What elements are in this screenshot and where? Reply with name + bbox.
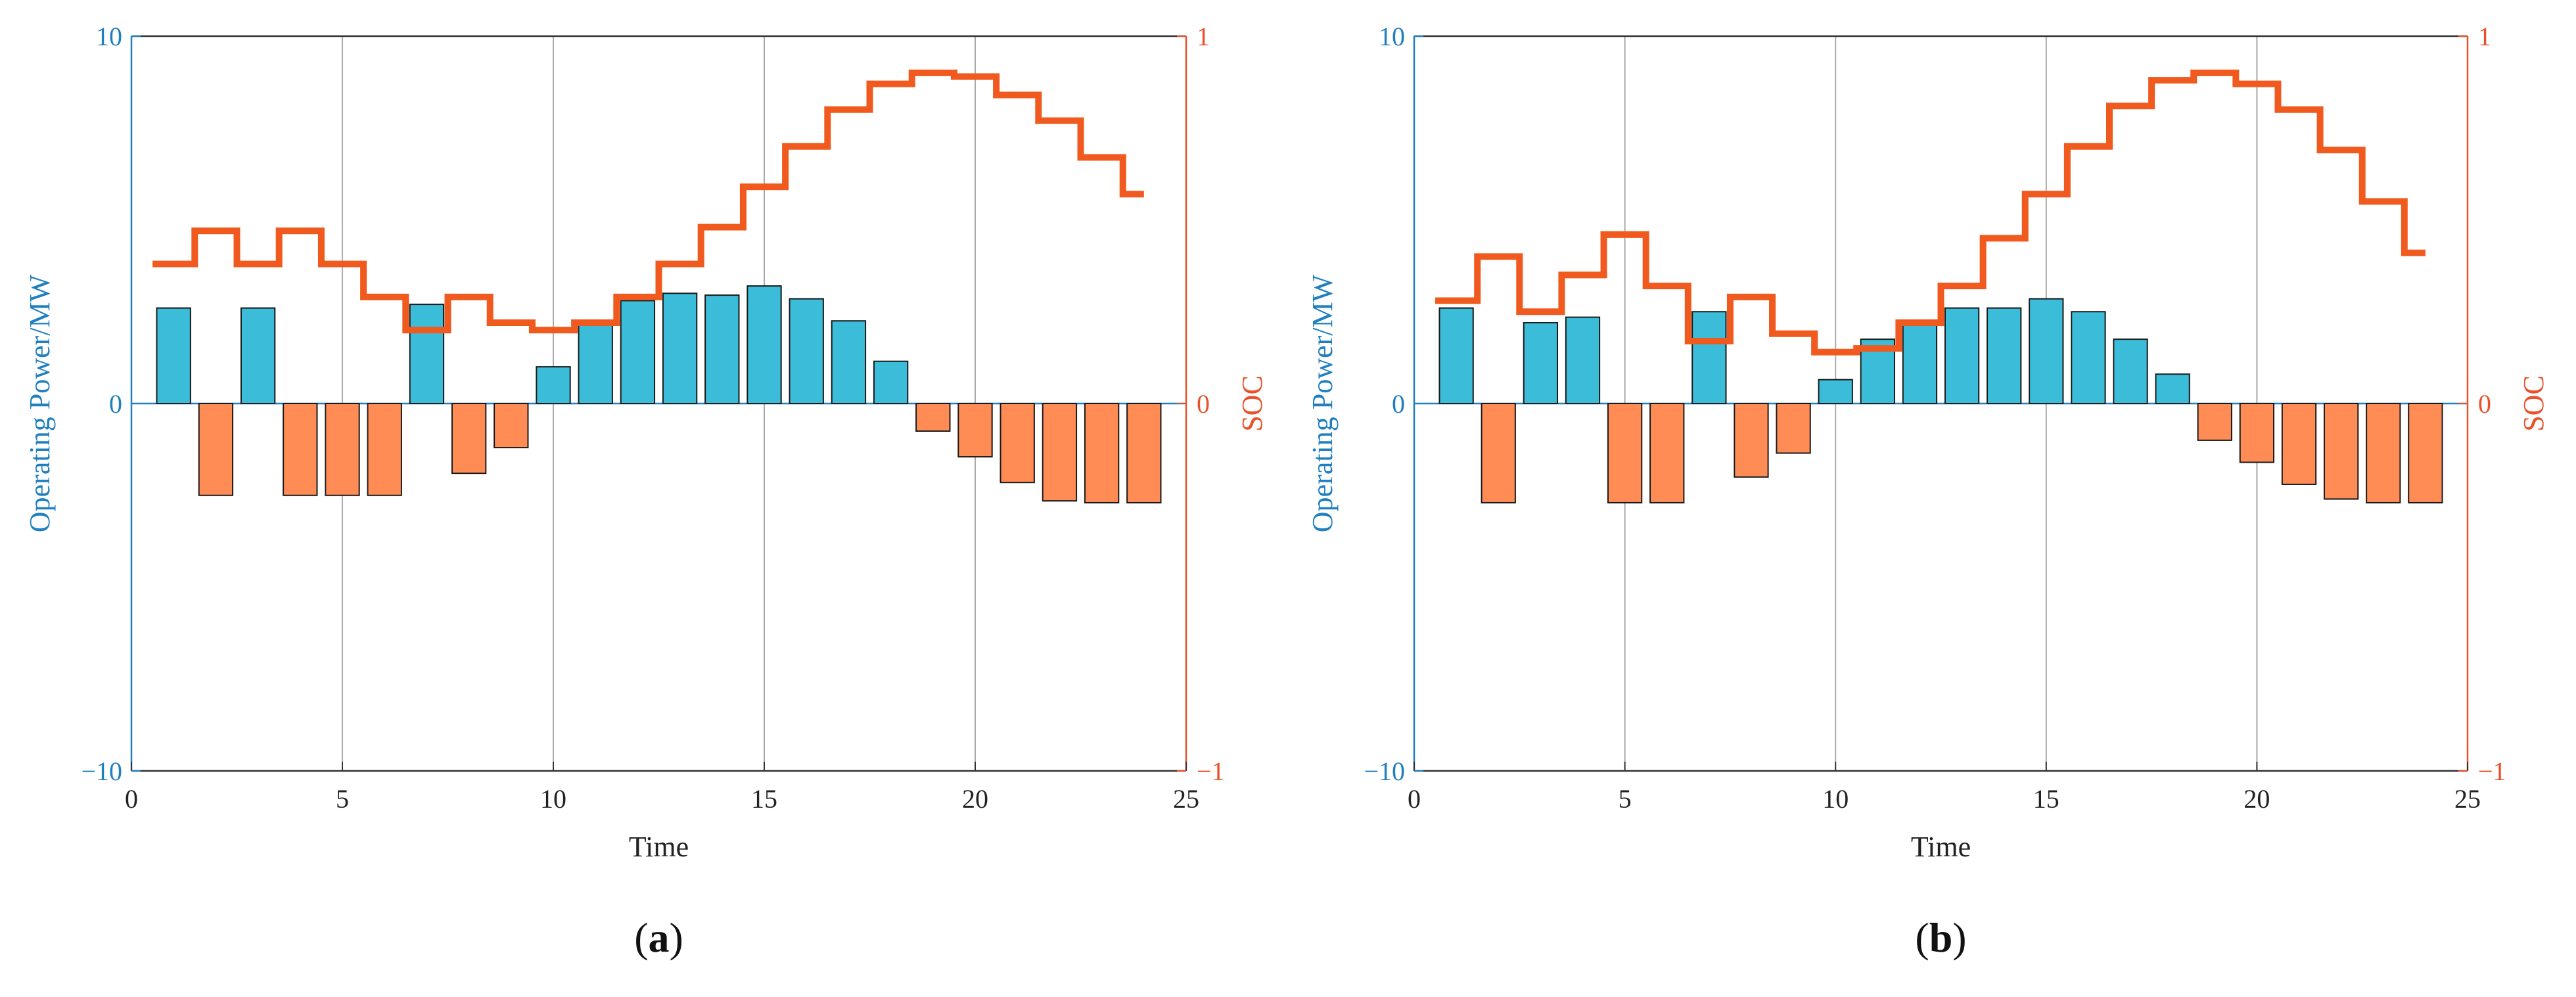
x-axis-title: Time — [629, 831, 689, 863]
power-bar — [1902, 322, 1938, 404]
y2-tick-label: 0 — [1197, 389, 1210, 419]
power-bar — [240, 307, 276, 404]
power-bar — [747, 285, 782, 404]
power-bar — [1565, 316, 1601, 405]
y-axis-title: Operating Power/MW — [1306, 274, 1339, 532]
power-bar — [578, 322, 613, 404]
power-bar — [2197, 403, 2232, 441]
power-bar — [1691, 311, 1727, 404]
y2-tick-label: 1 — [2478, 22, 2491, 51]
power-bar — [451, 403, 487, 475]
power-bar — [2071, 311, 2106, 404]
power-bar — [789, 298, 824, 404]
power-bar — [915, 403, 951, 432]
x-axis-title: Time — [1911, 831, 1971, 863]
x-tick-label: 20 — [2243, 784, 2270, 814]
power-bar — [1042, 403, 1078, 502]
soc-step-line — [1435, 69, 2426, 356]
power-bar — [1438, 307, 1474, 404]
power-bar — [367, 403, 402, 496]
power-bar — [536, 366, 571, 404]
x-tick-label: 15 — [751, 784, 777, 814]
x-tick-label: 5 — [336, 784, 349, 814]
power-bar — [1734, 403, 1769, 478]
x-tick-label: 25 — [1173, 784, 1199, 814]
power-bar — [2239, 403, 2275, 463]
power-bar — [831, 320, 867, 405]
power-bar — [2155, 373, 2190, 405]
power-bar — [2323, 403, 2359, 500]
power-bar — [1776, 403, 1811, 454]
power-bar — [2029, 298, 2064, 404]
y-tick-label: −10 — [1364, 756, 1405, 786]
x-tick-label: 0 — [125, 784, 138, 814]
power-bar — [409, 304, 445, 404]
y-tick-label: −10 — [81, 756, 122, 786]
power-bar — [1944, 307, 1980, 404]
y-tick-label: 0 — [1392, 389, 1405, 419]
power-bar — [198, 403, 234, 496]
power-bar — [873, 360, 909, 405]
power-bar — [1084, 403, 1120, 503]
power-bar — [494, 403, 529, 449]
power-bar — [704, 294, 740, 404]
x-tick-label: 5 — [1619, 784, 1632, 814]
y2-tick-label: 1 — [1197, 22, 1210, 51]
power-bar — [1523, 322, 1559, 404]
power-bar — [1126, 403, 1162, 503]
panel-label: (a) — [634, 914, 683, 961]
y-tick-label: 10 — [96, 22, 122, 51]
y-axis-title: Operating Power/MW — [24, 274, 56, 532]
power-bar — [156, 307, 191, 404]
power-bar — [1818, 379, 1853, 404]
power-bar — [2366, 403, 2401, 503]
x-tick-label: 15 — [2033, 784, 2059, 814]
x-tick-label: 25 — [2454, 784, 2481, 814]
power-bar — [1987, 307, 2022, 404]
power-bar — [2281, 403, 2317, 485]
y-tick-label: 0 — [109, 389, 122, 419]
y-tick-label: 10 — [1379, 22, 1405, 51]
power-bar — [1000, 403, 1035, 484]
x-tick-label: 10 — [540, 784, 566, 814]
power-bar — [2113, 338, 2148, 404]
y2-tick-label: −1 — [2478, 756, 2506, 786]
power-bar — [325, 403, 360, 496]
power-bar — [2408, 403, 2443, 503]
panel-label: (b) — [1915, 914, 1966, 961]
power-bar — [1607, 403, 1643, 503]
power-bar — [1481, 403, 1516, 503]
power-bar — [620, 300, 656, 405]
x-tick-label: 0 — [1408, 784, 1421, 814]
y2-tick-label: 0 — [2478, 389, 2491, 419]
power-bar — [662, 292, 698, 404]
x-tick-label: 10 — [1822, 784, 1849, 814]
power-bar — [283, 403, 318, 496]
soc-step-line — [152, 69, 1144, 334]
y2-axis-title: SOC — [1236, 375, 1268, 432]
y2-axis-title: SOC — [2518, 375, 2550, 432]
y2-tick-label: −1 — [1197, 756, 1225, 786]
x-tick-label: 20 — [962, 784, 988, 814]
power-bar — [1649, 403, 1685, 503]
power-bar — [957, 403, 993, 458]
